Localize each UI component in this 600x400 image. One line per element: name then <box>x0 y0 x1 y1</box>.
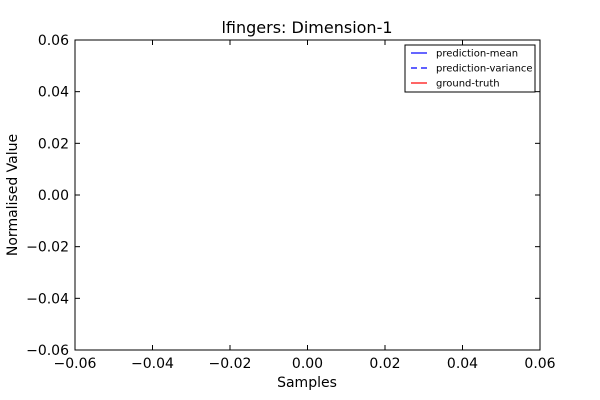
x-tick-label: 0.04 <box>447 356 478 372</box>
x-tick-label: −0.06 <box>54 356 97 372</box>
x-tick-label: 0.00 <box>292 356 323 372</box>
x-axis: −0.06 −0.04 −0.02 0.00 0.02 0.04 0.06 <box>54 40 556 372</box>
y-axis: 0.06 0.04 0.02 0.00 −0.02 −0.04 −0.06 <box>26 33 540 359</box>
y-tick-label: −0.02 <box>26 240 69 256</box>
y-tick-label: 0.02 <box>38 136 69 152</box>
legend-label-prediction-variance: prediction-variance <box>436 64 533 75</box>
legend: prediction-mean prediction-variance ground… <box>404 44 536 93</box>
x-tick-label: −0.04 <box>131 356 174 372</box>
y-tick-label: −0.04 <box>26 291 69 307</box>
x-tick-label: 0.02 <box>369 356 400 372</box>
y-axis-label: Normalised Value <box>5 134 21 256</box>
legend-label-ground-truth: ground-truth <box>436 79 500 90</box>
x-tick-label: −0.02 <box>209 356 252 372</box>
y-tick-label: −0.06 <box>26 343 69 359</box>
x-axis-label: Samples <box>277 375 337 391</box>
y-tick-label: 0.04 <box>38 85 69 101</box>
x-tick-label: 0.06 <box>524 356 555 372</box>
y-tick-label: 0.06 <box>38 33 69 49</box>
y-tick-label: 0.00 <box>38 188 69 204</box>
legend-label-prediction-mean: prediction-mean <box>436 49 518 60</box>
chart-title: lfingers: Dimension-1 <box>221 18 392 37</box>
